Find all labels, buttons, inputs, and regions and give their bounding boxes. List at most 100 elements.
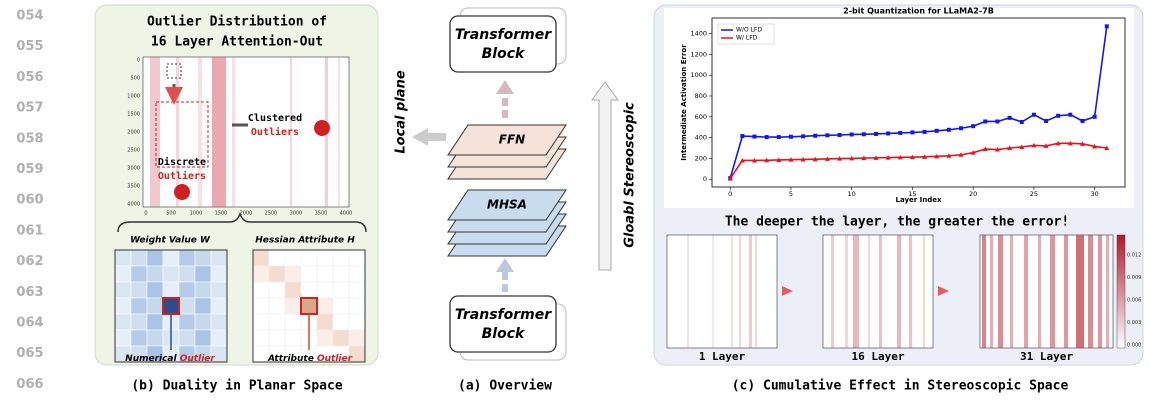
cell (349, 266, 365, 282)
stripe (212, 57, 226, 207)
stripe (1010, 235, 1013, 348)
heatmap (667, 235, 777, 348)
cell (131, 282, 147, 298)
line-number: 055 (16, 39, 43, 54)
cell (269, 330, 285, 346)
cell (115, 266, 131, 282)
page: {"line_numbers":["054","055","056","057"… (0, 0, 1149, 404)
stripe (198, 57, 202, 207)
stripe (1038, 235, 1041, 348)
cell (285, 266, 301, 282)
x-tick-label: 5 (789, 190, 793, 198)
y-tick-label: 400 (695, 134, 707, 142)
line-number: 064 (16, 316, 43, 331)
local-label: Local plane (394, 70, 409, 153)
caption: (b) Duality in Planar Space (131, 379, 342, 394)
cell (253, 282, 269, 298)
cell (131, 330, 147, 346)
label-word: Discrete (158, 156, 206, 168)
cell (317, 266, 333, 282)
point (1044, 119, 1048, 123)
line-number: 057 (16, 101, 43, 116)
layer-label: MHSA (487, 198, 527, 212)
point (935, 129, 939, 133)
cell (163, 282, 179, 298)
line-number: 062 (16, 254, 43, 269)
cell (115, 250, 131, 266)
point (862, 132, 866, 136)
heatmap-tick: 4000 (340, 211, 353, 217)
cell (211, 314, 227, 330)
cell (269, 314, 285, 330)
line-number: 058 (16, 131, 43, 146)
outlier-cell (163, 298, 179, 314)
point (995, 119, 999, 123)
arrow-head (496, 80, 514, 94)
colorbar-tick: 0.006 (1127, 298, 1141, 304)
stripe (1050, 235, 1055, 348)
cell (349, 250, 365, 266)
block-label: Transformer (455, 307, 552, 323)
point (801, 134, 805, 138)
cell (179, 282, 195, 298)
point (1056, 114, 1060, 118)
cell (147, 314, 163, 330)
cell (147, 330, 163, 346)
block-label: Block (482, 326, 526, 342)
cell (253, 330, 269, 346)
caption: (a) Overview (458, 379, 552, 394)
cell (131, 266, 147, 282)
cell (195, 314, 211, 330)
x-tick-label: 20 (969, 190, 977, 198)
cell (211, 266, 227, 282)
cell (317, 250, 333, 266)
weight-label: Weight Value W (130, 236, 211, 246)
heatmap-tick: 2500 (265, 211, 278, 217)
label-word: Clustered (248, 113, 302, 124)
cell (195, 250, 211, 266)
stripe (831, 235, 834, 348)
point (1068, 113, 1072, 117)
cell (147, 282, 163, 298)
legend-label: W/ LFD (736, 35, 758, 42)
cell (333, 250, 349, 266)
cell (317, 282, 333, 298)
figure: Outlier Distribution of 16 Layer Attenti… (0, 0, 1149, 404)
heatmap-tick: 2000 (127, 130, 140, 136)
point (1105, 24, 1109, 28)
cell (163, 250, 179, 266)
heatmap-tick: 1000 (127, 94, 140, 100)
cell (147, 266, 163, 282)
cell (317, 330, 333, 346)
cell (317, 314, 333, 330)
cell (253, 266, 269, 282)
heatmap-tick: 2000 (240, 211, 253, 217)
x-tick-label: 30 (1090, 190, 1098, 198)
line-number: 066 (16, 377, 43, 392)
point (983, 119, 987, 123)
line-number: 060 (16, 193, 43, 208)
point (813, 134, 817, 138)
clustered-label: Clustered (248, 113, 302, 124)
heatmap-tick: 3000 (127, 166, 140, 172)
point (825, 133, 829, 137)
y-tick-label: 1400 (690, 30, 707, 38)
point (947, 128, 951, 132)
cell (253, 298, 269, 314)
outlier-cell (301, 298, 317, 314)
cell (317, 298, 333, 314)
cell (179, 298, 195, 314)
line-number: 054 (16, 9, 43, 24)
stripe (1088, 235, 1093, 348)
cell (333, 282, 349, 298)
point (1093, 115, 1097, 119)
cell (211, 330, 227, 346)
cell (211, 282, 227, 298)
cell (195, 282, 211, 298)
heatmap (823, 235, 933, 348)
cell (253, 314, 269, 330)
cell (285, 330, 301, 346)
heatmap-tick: 500 (130, 76, 140, 82)
stripe (1076, 235, 1084, 348)
